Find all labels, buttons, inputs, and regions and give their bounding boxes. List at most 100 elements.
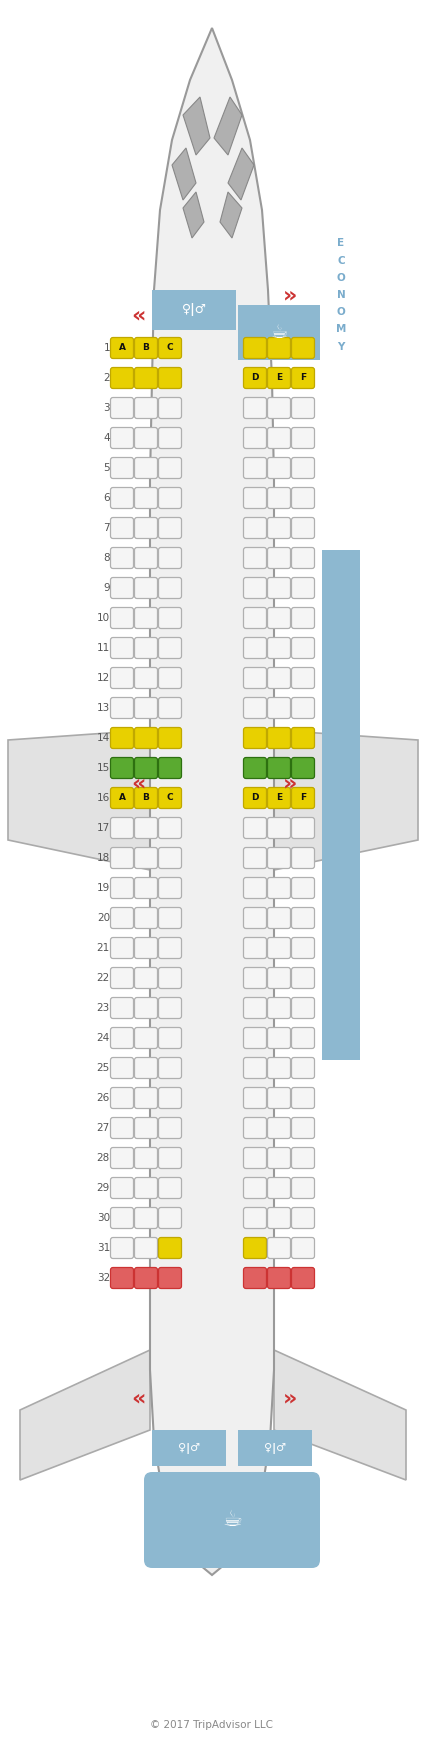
FancyBboxPatch shape	[292, 608, 314, 629]
FancyBboxPatch shape	[292, 398, 314, 419]
FancyBboxPatch shape	[134, 697, 158, 719]
FancyBboxPatch shape	[292, 1147, 314, 1168]
FancyBboxPatch shape	[159, 1058, 181, 1079]
FancyBboxPatch shape	[110, 908, 133, 929]
Text: 15: 15	[97, 763, 110, 773]
FancyBboxPatch shape	[244, 487, 266, 508]
FancyBboxPatch shape	[244, 1027, 266, 1049]
FancyBboxPatch shape	[110, 367, 133, 389]
FancyBboxPatch shape	[244, 667, 266, 688]
FancyBboxPatch shape	[267, 548, 291, 569]
FancyBboxPatch shape	[110, 697, 133, 719]
FancyBboxPatch shape	[292, 637, 314, 658]
FancyBboxPatch shape	[267, 758, 291, 779]
FancyBboxPatch shape	[292, 847, 314, 868]
Polygon shape	[183, 98, 210, 155]
FancyBboxPatch shape	[267, 908, 291, 929]
FancyBboxPatch shape	[134, 1208, 158, 1229]
FancyBboxPatch shape	[110, 608, 133, 629]
FancyBboxPatch shape	[159, 1177, 181, 1198]
FancyBboxPatch shape	[292, 1177, 314, 1198]
FancyBboxPatch shape	[292, 1268, 314, 1289]
FancyBboxPatch shape	[238, 1430, 312, 1467]
Polygon shape	[214, 98, 242, 155]
FancyBboxPatch shape	[152, 1430, 226, 1467]
Text: ♀|♂: ♀|♂	[264, 1442, 286, 1453]
FancyBboxPatch shape	[292, 367, 314, 389]
FancyBboxPatch shape	[244, 637, 266, 658]
Text: 26: 26	[97, 1093, 110, 1103]
FancyBboxPatch shape	[159, 487, 181, 508]
FancyBboxPatch shape	[267, 517, 291, 538]
FancyBboxPatch shape	[134, 728, 158, 749]
FancyBboxPatch shape	[267, 1208, 291, 1229]
FancyBboxPatch shape	[238, 306, 320, 360]
FancyBboxPatch shape	[110, 1147, 133, 1168]
FancyBboxPatch shape	[267, 1238, 291, 1259]
FancyBboxPatch shape	[134, 817, 158, 838]
FancyBboxPatch shape	[110, 787, 133, 808]
FancyBboxPatch shape	[292, 428, 314, 449]
Text: E: E	[276, 374, 282, 382]
Text: 18: 18	[97, 854, 110, 863]
Text: 28: 28	[97, 1152, 110, 1163]
FancyBboxPatch shape	[292, 1208, 314, 1229]
FancyBboxPatch shape	[159, 1088, 181, 1109]
FancyBboxPatch shape	[110, 1117, 133, 1138]
FancyBboxPatch shape	[110, 517, 133, 538]
FancyBboxPatch shape	[110, 1238, 133, 1259]
FancyBboxPatch shape	[244, 608, 266, 629]
FancyBboxPatch shape	[267, 1088, 291, 1109]
FancyBboxPatch shape	[267, 337, 291, 358]
FancyBboxPatch shape	[110, 1268, 133, 1289]
Text: F: F	[300, 793, 306, 803]
FancyBboxPatch shape	[292, 1117, 314, 1138]
Polygon shape	[220, 192, 242, 237]
FancyBboxPatch shape	[159, 847, 181, 868]
Text: E: E	[276, 793, 282, 803]
FancyBboxPatch shape	[110, 667, 133, 688]
FancyBboxPatch shape	[244, 758, 266, 779]
Text: 27: 27	[97, 1123, 110, 1133]
FancyBboxPatch shape	[292, 1238, 314, 1259]
Text: ♀|♂: ♀|♂	[181, 304, 207, 316]
FancyBboxPatch shape	[244, 367, 266, 389]
FancyBboxPatch shape	[159, 667, 181, 688]
FancyBboxPatch shape	[292, 1058, 314, 1079]
FancyBboxPatch shape	[134, 428, 158, 449]
Text: A: A	[119, 344, 125, 353]
FancyBboxPatch shape	[159, 548, 181, 569]
FancyBboxPatch shape	[267, 487, 291, 508]
FancyBboxPatch shape	[110, 938, 133, 959]
FancyBboxPatch shape	[244, 908, 266, 929]
Text: 25: 25	[97, 1063, 110, 1074]
FancyBboxPatch shape	[159, 517, 181, 538]
FancyBboxPatch shape	[134, 667, 158, 688]
FancyBboxPatch shape	[134, 637, 158, 658]
FancyBboxPatch shape	[159, 908, 181, 929]
FancyBboxPatch shape	[134, 608, 158, 629]
FancyBboxPatch shape	[134, 997, 158, 1018]
FancyBboxPatch shape	[134, 487, 158, 508]
FancyBboxPatch shape	[244, 548, 266, 569]
FancyBboxPatch shape	[244, 457, 266, 478]
FancyBboxPatch shape	[134, 1147, 158, 1168]
FancyBboxPatch shape	[110, 967, 133, 988]
FancyBboxPatch shape	[292, 517, 314, 538]
FancyBboxPatch shape	[110, 428, 133, 449]
Polygon shape	[8, 730, 150, 870]
FancyBboxPatch shape	[134, 578, 158, 599]
Text: «: «	[131, 773, 145, 793]
FancyBboxPatch shape	[134, 758, 158, 779]
FancyBboxPatch shape	[292, 908, 314, 929]
Text: 12: 12	[97, 672, 110, 683]
FancyBboxPatch shape	[322, 550, 360, 1060]
FancyBboxPatch shape	[267, 367, 291, 389]
FancyBboxPatch shape	[110, 1088, 133, 1109]
FancyBboxPatch shape	[267, 997, 291, 1018]
FancyBboxPatch shape	[134, 967, 158, 988]
FancyBboxPatch shape	[134, 787, 158, 808]
Text: 4: 4	[103, 433, 110, 443]
FancyBboxPatch shape	[110, 758, 133, 779]
FancyBboxPatch shape	[244, 938, 266, 959]
